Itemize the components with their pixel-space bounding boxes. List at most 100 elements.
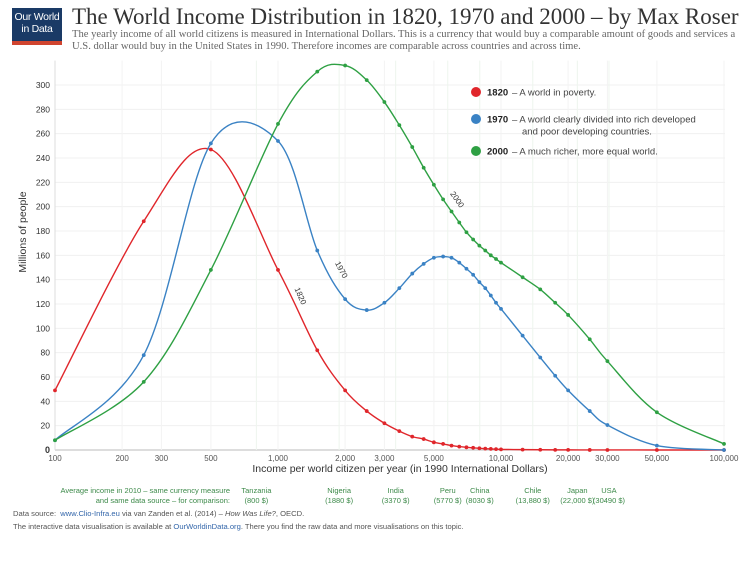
y-tick-label: 20	[41, 421, 51, 431]
chart-title: The World Income Distribution in 1820, 1…	[72, 4, 739, 29]
x-tick-label: 200	[115, 454, 129, 463]
data-point-2000	[449, 209, 454, 214]
country-name: USA	[601, 486, 616, 495]
data-point-1820	[499, 447, 503, 452]
data-point-2000	[471, 237, 476, 242]
owid-logo: Our World in Data	[12, 8, 62, 45]
data-source: Data source: www.Clio-Infra.eu via van Z…	[13, 509, 304, 518]
y-tick-label: 300	[36, 80, 50, 90]
country-income: (800 $)	[245, 496, 269, 505]
source-book: How Was Life?	[224, 509, 276, 518]
y-tick-label: 200	[36, 202, 50, 212]
y-tick-label: 260	[36, 129, 50, 139]
data-point-1820	[587, 448, 592, 452]
data-point-1820	[421, 437, 426, 441]
y-tick-label: 80	[41, 348, 51, 358]
data-point-2000	[364, 78, 369, 83]
data-point-1970	[722, 448, 726, 452]
data-point-2000	[494, 257, 498, 261]
data-point-1820	[566, 447, 571, 452]
y-tick-label: 280	[36, 104, 50, 114]
data-point-1970	[483, 286, 488, 291]
data-point-2000	[431, 182, 436, 187]
data-point-1970	[364, 308, 369, 312]
x-tick-label: 100	[48, 454, 62, 463]
data-point-1820	[431, 440, 436, 445]
note-end: . There you find the raw data and more v…	[240, 522, 464, 531]
data-point-1970	[654, 443, 659, 448]
data-point-1970	[494, 300, 498, 305]
legend-text: – A much richer, more equal world.	[512, 147, 658, 158]
note-prefix: The interactive data visualisation is av…	[13, 522, 172, 531]
data-point-2000	[315, 69, 320, 74]
data-point-2000	[477, 243, 482, 248]
data-point-2000	[520, 275, 525, 280]
data-point-2000	[605, 359, 610, 364]
y-tick-label: 180	[36, 226, 50, 236]
curve-label-1970: 1970	[333, 260, 350, 280]
country-name: China	[470, 486, 490, 495]
data-point-1970	[587, 409, 592, 413]
data-point-1970	[343, 297, 348, 302]
chart-subtitle: The yearly income of all world citizens …	[72, 29, 736, 52]
data-point-2000	[441, 197, 446, 202]
country-name: Tanzania	[241, 486, 272, 495]
data-point-1970	[538, 355, 543, 360]
data-point-1820	[494, 447, 498, 452]
data-point-2000	[53, 438, 57, 443]
data-point-1970	[553, 373, 558, 378]
x-axis-title: Income per world citizen per year (in 19…	[252, 463, 547, 475]
data-point-1820	[471, 445, 476, 450]
logo-line1: Our World	[14, 11, 60, 23]
series-line-1970	[54, 121, 725, 451]
source-mid: via van Zanden et al. (2014) –	[121, 509, 223, 518]
data-point-2000	[141, 379, 146, 384]
data-point-1970	[441, 254, 446, 259]
data-point-1820	[208, 147, 213, 152]
y-tick-label: 140	[36, 275, 50, 285]
y-tick-label: 0	[45, 445, 50, 455]
legend-year: 1970	[487, 115, 508, 126]
data-point-2000	[488, 253, 493, 258]
country-name: Japan	[567, 486, 587, 495]
y-tick-label: 60	[41, 372, 51, 382]
data-point-1970	[315, 248, 320, 253]
x-tick-label: 5,000	[424, 454, 445, 463]
country-name: Chile	[524, 486, 541, 495]
y-tick-label: 220	[36, 177, 50, 187]
data-point-1820	[343, 388, 348, 393]
source-prefix: Data source:	[13, 509, 57, 518]
owid-link[interactable]: OurWorldinData.org	[173, 522, 241, 531]
country-income: (8030 $)	[466, 496, 494, 505]
y-tick-label: 120	[36, 299, 50, 309]
data-point-1820	[53, 388, 57, 393]
data-point-1820	[410, 434, 415, 439]
country-income: (1880 $)	[325, 496, 353, 505]
data-point-1820	[315, 348, 320, 353]
x-tick-label: 100,000	[710, 454, 739, 463]
data-point-1820	[141, 219, 146, 224]
data-point-1970	[410, 271, 415, 276]
x-tick-label: 20,000	[556, 454, 581, 463]
data-point-1820	[605, 448, 610, 452]
comparison-label-2: and same data source – for comparison:	[96, 496, 230, 505]
clio-infra-link[interactable]: www.Clio-Infra.eu	[60, 509, 120, 518]
data-point-1970	[520, 333, 525, 338]
x-tick-label: 2,000	[335, 454, 356, 463]
country-income: (22,000 $)	[560, 496, 595, 505]
data-point-2000	[587, 337, 592, 342]
data-point-1970	[431, 255, 436, 260]
data-point-1820	[488, 447, 493, 451]
data-point-2000	[382, 100, 387, 104]
country-name: India	[388, 486, 405, 495]
data-point-1970	[477, 280, 482, 284]
data-point-1820	[397, 429, 402, 434]
data-point-1970	[605, 423, 610, 427]
data-point-2000	[566, 313, 571, 317]
y-tick-label: 40	[41, 396, 51, 406]
data-point-1820	[538, 447, 543, 452]
x-tick-label: 50,000	[645, 454, 670, 463]
data-point-1970	[449, 255, 454, 260]
country-name: Peru	[440, 486, 456, 495]
data-point-1970	[471, 272, 476, 277]
